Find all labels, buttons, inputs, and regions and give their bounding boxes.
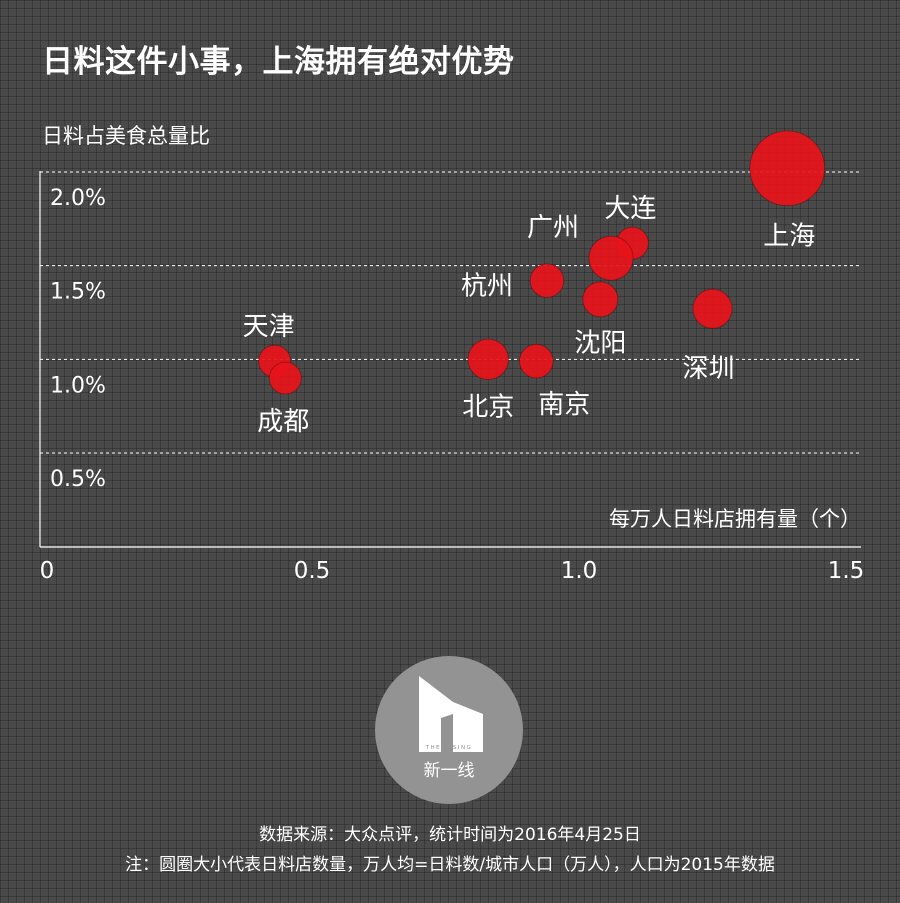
x-tick-label: 1.0 [561, 558, 598, 584]
y-tick-label: 1.0% [50, 373, 106, 398]
logo-badge: THE RISING 新一线 [375, 656, 523, 804]
point-label: 沈阳 [574, 328, 626, 358]
x-tick-label: 0.5 [294, 558, 331, 584]
point-label: 成都 [257, 407, 309, 437]
point-label: 大连 [604, 194, 656, 224]
data-point [529, 263, 565, 298]
point-label: 广州 [527, 213, 579, 243]
point-label: 杭州 [461, 272, 513, 302]
logo-small-text: THE RISING [425, 745, 473, 751]
chart-title: 日料这件小事，上海拥有绝对优势 [42, 44, 515, 80]
x-tick-label: 1.5 [828, 558, 865, 584]
point-label: 深圳 [682, 354, 734, 384]
source-note: 数据来源：大众点评，统计时间为2016年4月25日 [259, 825, 641, 845]
data-point [518, 343, 554, 379]
point-label: 南京 [538, 390, 590, 420]
footnote: 注：圆圈大小代表日料店数量，万人均=日料数/城市人口（万人），人口为2015年数… [125, 855, 775, 875]
point-label: 北京 [462, 392, 514, 422]
data-point [467, 338, 509, 381]
data-point [749, 130, 826, 207]
x-axis-label: 每万人日料店拥有量（个） [609, 507, 861, 531]
y-tick-label: 0.5% [50, 467, 106, 492]
data-point [582, 281, 619, 318]
y-tick-label: 2.0% [50, 186, 106, 211]
data-point [268, 361, 302, 395]
scatter-chart: 0.5% 1.0% 1.5% 2.0% 0 0.5 1.0 1.5 上海 大连广州杭州沈阳深圳北… [39, 130, 865, 584]
y-tick-label: 1.5% [50, 280, 106, 305]
point-label: 上海 [763, 221, 815, 251]
logo-text: 新一线 [423, 761, 475, 781]
data-point [588, 235, 634, 281]
building-logo-icon: THE RISING [419, 676, 483, 752]
data-point [692, 288, 733, 329]
point-label: 天津 [243, 312, 295, 342]
y-axis-label: 日料占美食总量比 [42, 124, 210, 148]
x-tick-label: 0 [40, 558, 55, 584]
